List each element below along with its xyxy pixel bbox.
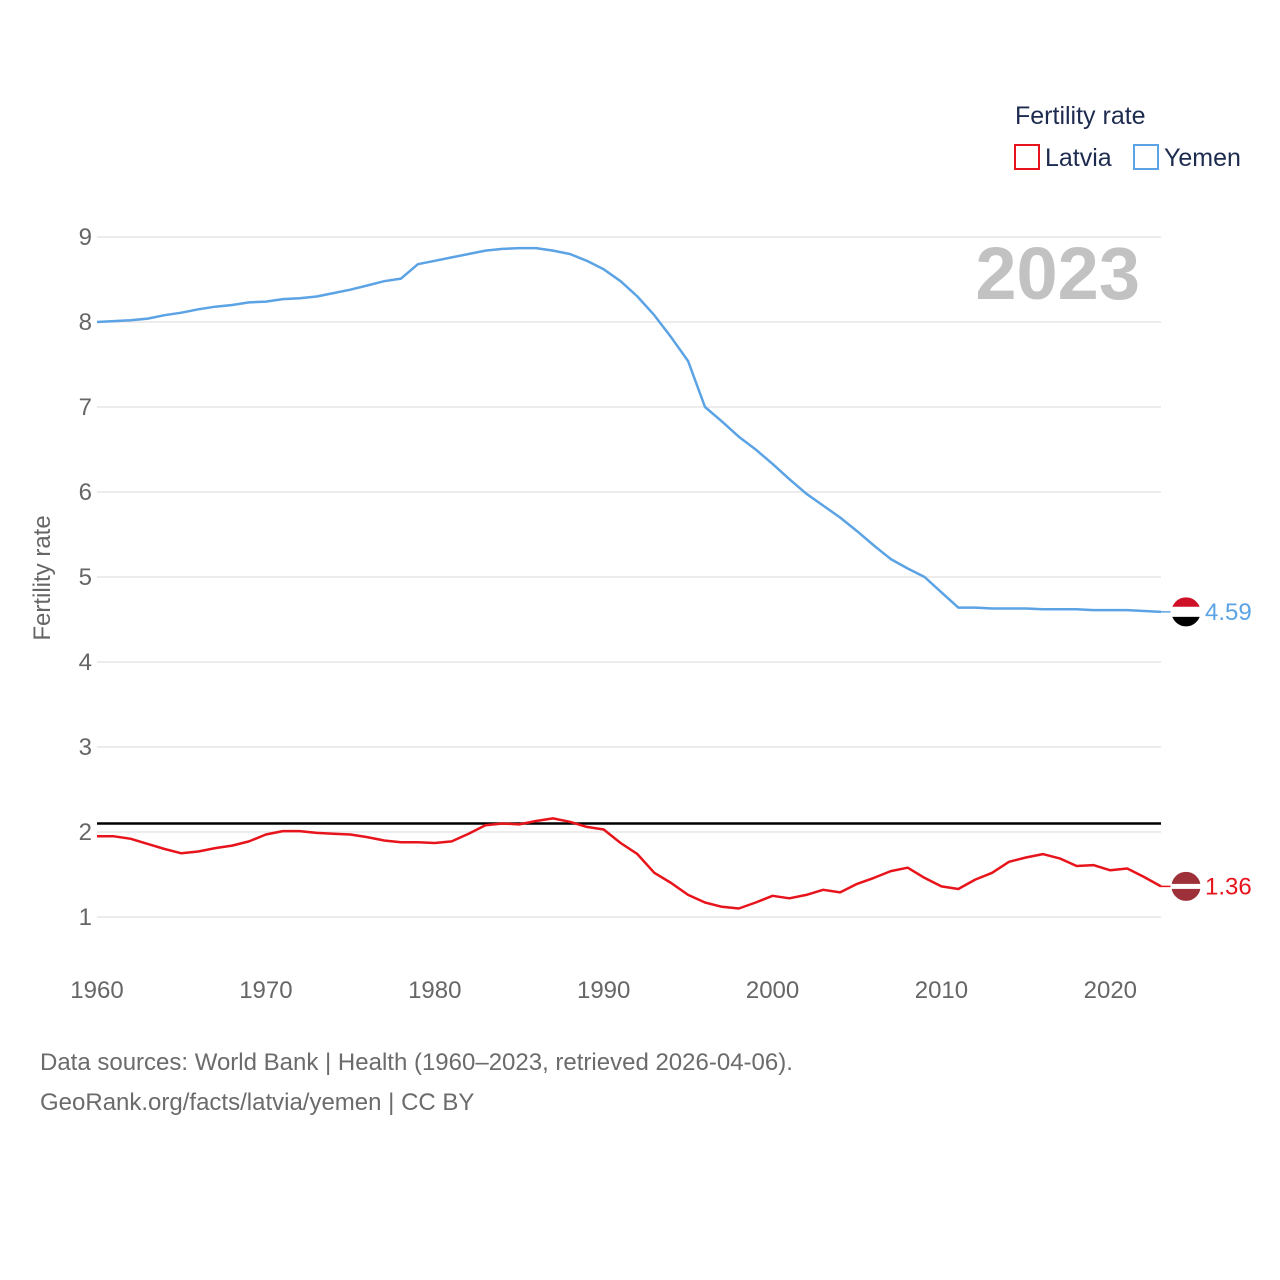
y-tick-label: 4 [79,649,92,676]
y-tick-label: 6 [79,479,92,506]
x-axis: 1960 1970 1980 1990 2000 2010 2020 [70,977,1137,1004]
flag-icon-latvia [1170,870,1202,902]
legend-item-yemen[interactable]: Yemen [1133,144,1241,172]
grid [97,236,1161,918]
source-line-1: Data sources: World Bank | Health (1960–… [40,1049,793,1076]
y-tick-label: 2 [79,819,92,846]
legend-title: Fertility rate [1015,102,1146,130]
y-tick-label: 5 [79,564,92,591]
x-tick-label: 1980 [408,977,461,1004]
legend: Fertility rate Latvia Yemen [1014,102,1241,172]
series [96,246,1162,910]
y-tick-label: 7 [79,394,92,421]
legend-swatch-latvia [1014,144,1040,170]
year-watermark: 2023 [975,232,1140,315]
data-source: Data sources: World Bank | Health (1960–… [40,1043,793,1123]
flag-icon-yemen [1170,596,1202,628]
x-tick-label: 1960 [70,977,123,1004]
x-tick-label: 1990 [577,977,630,1004]
y-tick-label: 9 [79,224,92,251]
series-line-latvia [97,817,1162,910]
y-axis-title: Fertility rate [29,515,56,640]
series-line-yemen [96,246,1162,614]
end-label-yemen: 4.59 [1205,599,1252,626]
y-axis: 1 2 3 4 5 6 7 8 9 [79,224,92,931]
legend-label-latvia: Latvia [1045,144,1112,172]
end-label-latvia: 1.36 [1205,873,1252,900]
legend-swatch-yemen [1133,144,1159,170]
end-markers: 1.36 4.59 [1161,596,1252,902]
legend-item-latvia[interactable]: Latvia [1014,144,1112,172]
x-tick-label: 2010 [915,977,968,1004]
legend-label-yemen: Yemen [1164,144,1241,172]
y-tick-label: 3 [79,734,92,761]
source-line-2: GeoRank.org/facts/latvia/yemen | CC BY [40,1089,475,1116]
x-tick-label: 2020 [1084,977,1137,1004]
y-tick-label: 1 [79,904,92,931]
x-tick-label: 2000 [746,977,799,1004]
y-tick-label: 8 [79,309,92,336]
x-tick-label: 1970 [239,977,292,1004]
